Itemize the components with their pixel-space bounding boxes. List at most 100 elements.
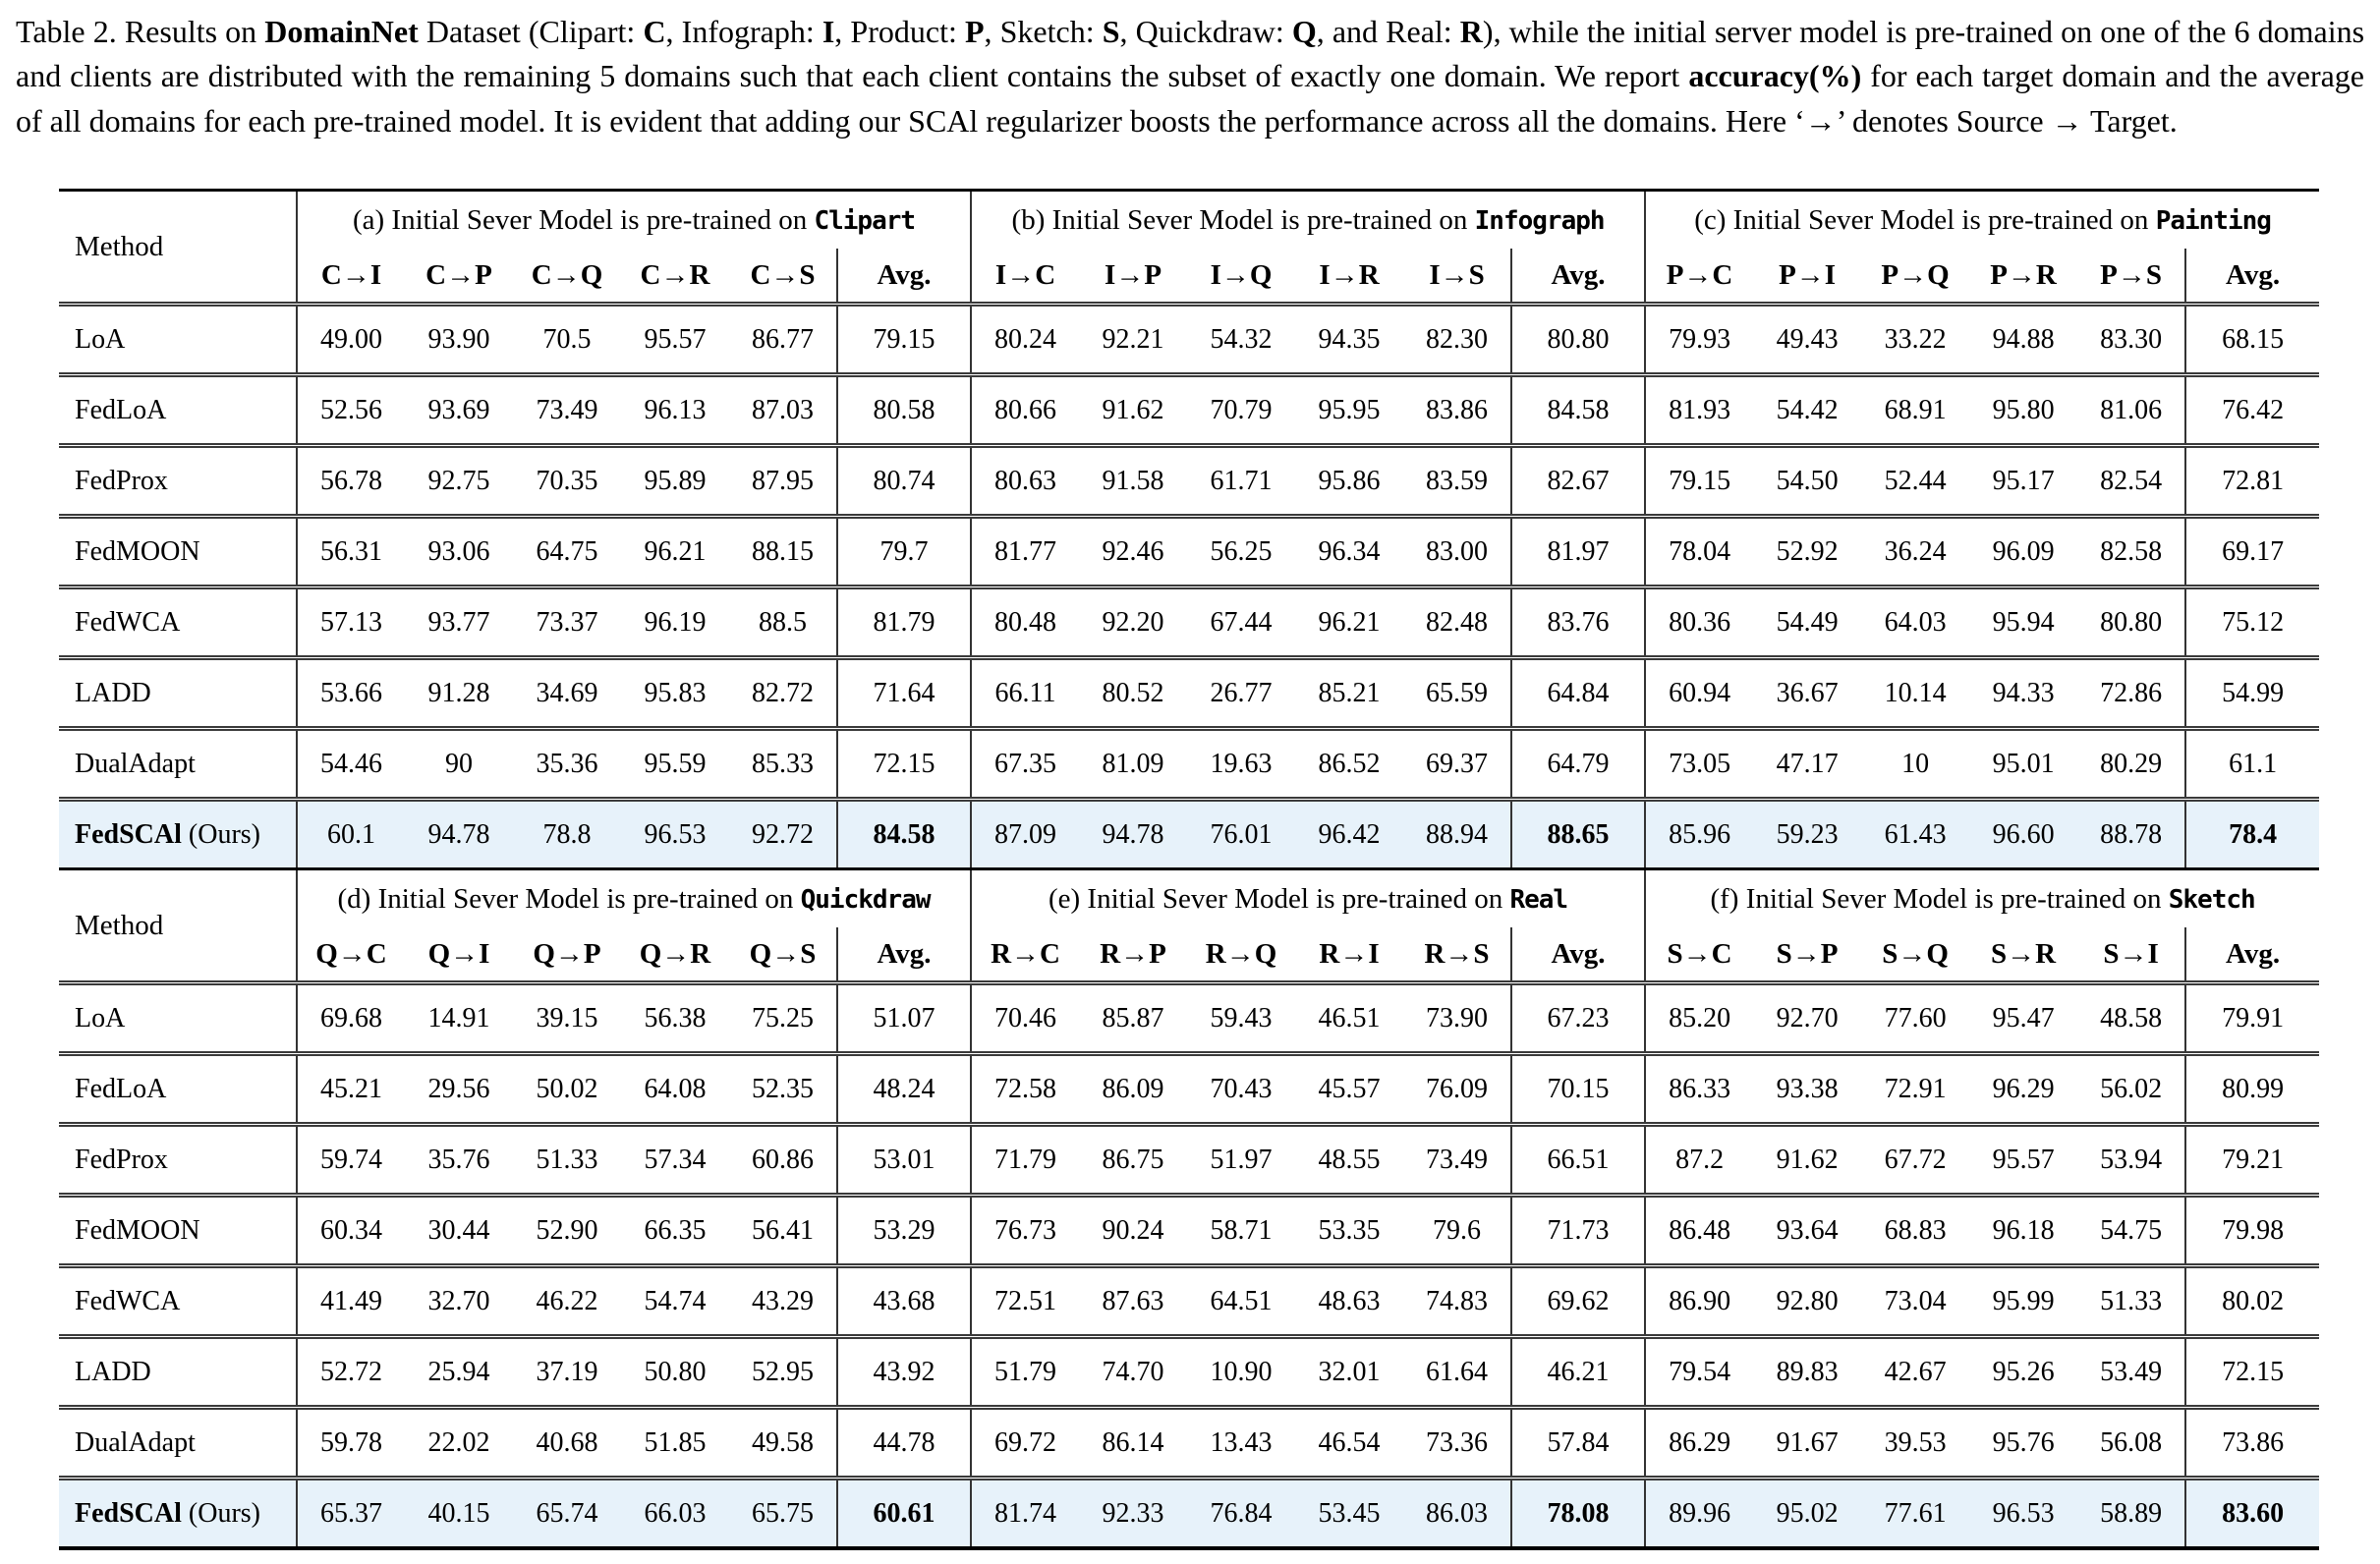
value-cell: 95.99 [1969, 1263, 2078, 1337]
avg-value-bold: 78.4 [2229, 818, 2278, 850]
column-header: Q→S [729, 927, 837, 985]
method-cell: DualAdapt [59, 726, 297, 800]
value-cell: 86.48 [1644, 1193, 1754, 1266]
avg-cell: 79.15 [835, 302, 972, 375]
value-cell: 71.79 [970, 1122, 1080, 1196]
avg-cell: 66.51 [1510, 1122, 1646, 1196]
value-cell: 79.93 [1644, 302, 1754, 375]
value-cell: 65.59 [1403, 655, 1512, 729]
avg-value-bold: 88.65 [1547, 818, 1610, 850]
value-cell: 41.49 [296, 1263, 405, 1337]
value-cell: 82.54 [2077, 443, 2186, 517]
value-cell: 52.56 [296, 372, 405, 446]
value-cell: 96.18 [1969, 1193, 2078, 1266]
value-cell: 67.35 [970, 726, 1080, 800]
value-cell: 69.37 [1403, 726, 1512, 800]
method-cell: FedLoA [59, 372, 297, 446]
method-cell: LoA [59, 980, 297, 1054]
avg-cell: 80.99 [2184, 1051, 2320, 1125]
value-cell: 95.86 [1295, 443, 1404, 517]
group-title-text: (d) Initial Sever Model is pre-trained o… [337, 882, 801, 915]
table-row: LoA 49.00 93.90 70.5 95.57 86.77 79.15 80.24 92.… [59, 302, 2320, 375]
value-cell: 50.80 [621, 1334, 729, 1408]
group-title: (b) Initial Sever Model is pre-trained o… [970, 190, 1646, 250]
group-title-text: (b) Initial Sever Model is pre-trained o… [1011, 203, 1475, 236]
value-cell: 82.30 [1403, 302, 1512, 375]
value-cell: 70.35 [513, 443, 621, 517]
value-cell: 79.54 [1644, 1334, 1754, 1408]
avg-cell: 84.58 [835, 797, 972, 869]
method-cell: LoA [59, 302, 297, 375]
value-cell: 96.53 [1969, 1476, 2078, 1549]
value-cell: 94.35 [1295, 302, 1404, 375]
value-cell: 34.69 [513, 655, 621, 729]
avg-value-bold: 84.58 [873, 818, 935, 850]
value-cell: 88.15 [729, 514, 837, 587]
value-cell: 49.43 [1753, 302, 1862, 375]
value-cell: 80.24 [970, 302, 1080, 375]
value-cell: 60.86 [729, 1122, 837, 1196]
value-cell: 73.49 [513, 372, 621, 446]
group-title-text: (a) Initial Sever Model is pre-trained o… [352, 203, 815, 236]
value-cell: 72.91 [1861, 1051, 1970, 1125]
value-cell: 52.44 [1861, 443, 1970, 517]
value-cell: 94.78 [1079, 797, 1188, 869]
column-header: Q→R [621, 927, 729, 985]
group-title-text: (f) Initial Sever Model is pre-trained o… [1710, 882, 2169, 915]
method-cell: LADD [59, 1334, 297, 1408]
value-cell: 95.01 [1969, 726, 2078, 800]
value-cell: 25.94 [405, 1334, 513, 1408]
value-cell: 75.25 [729, 980, 837, 1054]
column-header: S→P [1753, 927, 1862, 985]
value-cell: 78.04 [1644, 514, 1754, 587]
table-caption: Table 2. Results on DomainNet Dataset (C… [16, 14, 2365, 139]
value-cell: 74.70 [1079, 1334, 1188, 1408]
value-cell: 51.33 [2077, 1263, 2186, 1337]
value-cell: 29.56 [405, 1051, 513, 1125]
value-cell: 95.95 [1295, 372, 1404, 446]
value-cell: 51.33 [513, 1122, 621, 1196]
table-row: FedProx 59.74 35.76 51.33 57.34 60.86 53.01 71.… [59, 1122, 2320, 1196]
column-header: P→S [2077, 249, 2186, 307]
value-cell: 65.37 [296, 1476, 405, 1549]
column-label-row: Q→C Q→I Q→P Q→R Q→S Avg. R→C R→P R→Q R→I R→S Avg. S→… [59, 927, 2320, 985]
value-cell: 51.79 [970, 1334, 1080, 1408]
value-cell: 96.34 [1295, 514, 1404, 587]
value-cell: 33.22 [1861, 302, 1970, 375]
value-cell: 35.36 [513, 726, 621, 800]
value-cell: 67.72 [1861, 1122, 1970, 1196]
value-cell: 69.68 [296, 980, 405, 1054]
value-cell: 49.00 [296, 302, 405, 375]
value-cell: 77.61 [1861, 1476, 1970, 1549]
value-cell: 86.77 [729, 302, 837, 375]
value-cell: 79.15 [1644, 443, 1754, 517]
value-cell: 70.43 [1187, 1051, 1296, 1125]
value-cell: 50.02 [513, 1051, 621, 1125]
group-domain-name: Real [1509, 884, 1568, 915]
value-cell: 77.60 [1861, 980, 1970, 1054]
method-column-header: Method [59, 867, 297, 983]
value-cell: 49.58 [729, 1405, 837, 1479]
value-cell: 89.96 [1644, 1476, 1754, 1549]
value-cell: 94.78 [405, 797, 513, 869]
value-cell: 96.42 [1295, 797, 1404, 869]
value-cell: 46.22 [513, 1263, 621, 1337]
value-cell: 80.48 [970, 585, 1080, 658]
value-cell: 60.94 [1644, 655, 1754, 729]
value-cell: 92.80 [1753, 1263, 1862, 1337]
value-cell: 59.43 [1187, 980, 1296, 1054]
value-cell: 96.21 [621, 514, 729, 587]
value-cell: 53.35 [1295, 1193, 1404, 1266]
table-row: FedSCAl (Ours) 65.37 40.15 65.74 66.03 65.75 6… [59, 1476, 2320, 1549]
group-title: (f) Initial Sever Model is pre-trained o… [1644, 867, 2320, 928]
value-cell: 61.43 [1861, 797, 1970, 869]
value-cell: 95.57 [1969, 1122, 2078, 1196]
value-cell: 53.45 [1295, 1476, 1404, 1549]
value-cell: 69.72 [970, 1405, 1080, 1479]
value-cell: 52.92 [1753, 514, 1862, 587]
value-cell: 65.75 [729, 1476, 837, 1549]
value-cell: 45.21 [296, 1051, 405, 1125]
avg-column-header: Avg. [835, 927, 972, 985]
column-header: Q→C [296, 927, 405, 985]
value-cell: 91.67 [1753, 1405, 1862, 1479]
